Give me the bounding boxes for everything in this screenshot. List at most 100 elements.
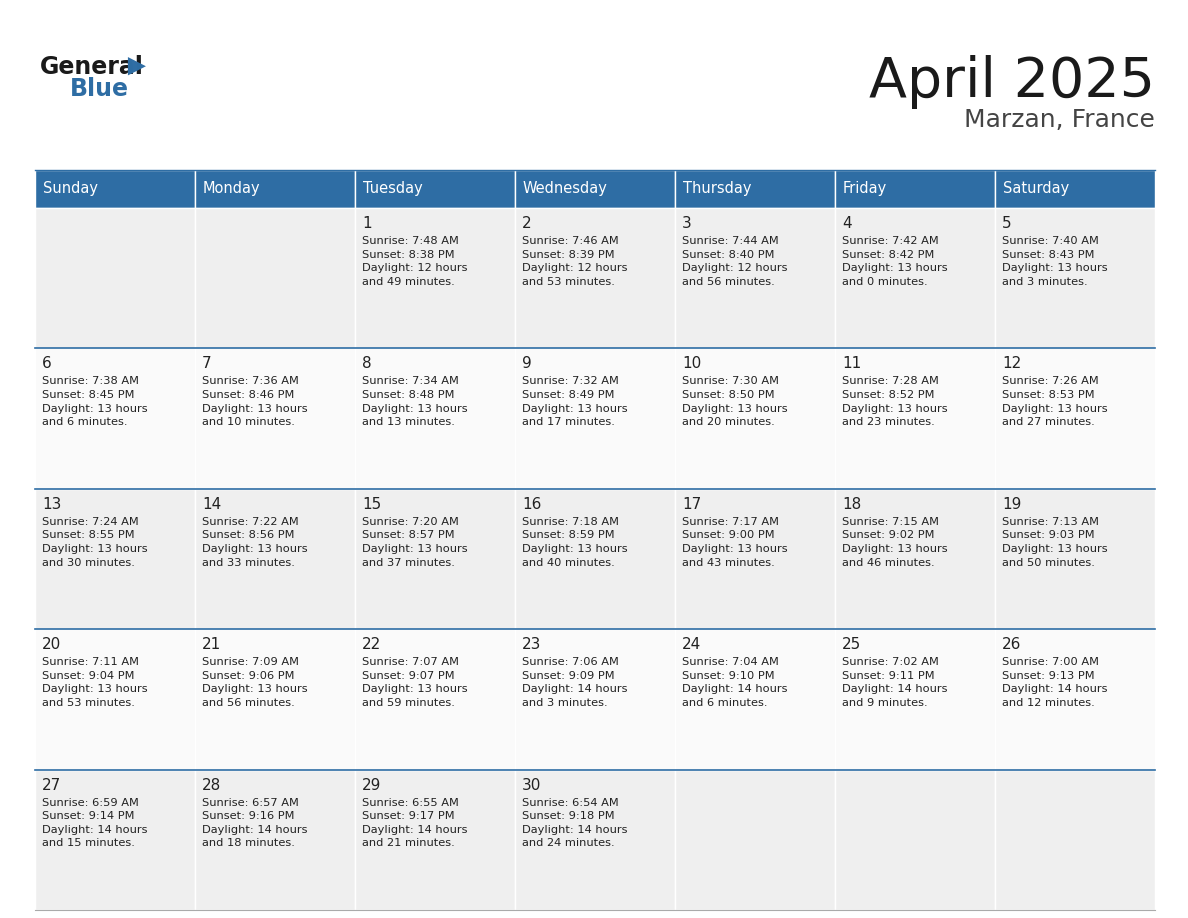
Text: 17: 17 [682,497,701,512]
Bar [996,629,1155,769]
Text: Sunrise: 7:42 AM
Sunset: 8:42 PM
Daylight: 13 hours
and 0 minutes.: Sunrise: 7:42 AM Sunset: 8:42 PM Dayligh… [842,236,948,286]
Text: Sunrise: 7:34 AM
Sunset: 8:48 PM
Daylight: 13 hours
and 13 minutes.: Sunrise: 7:34 AM Sunset: 8:48 PM Dayligh… [362,376,468,427]
Text: Sunrise: 7:18 AM
Sunset: 8:59 PM
Daylight: 13 hours
and 40 minutes.: Sunrise: 7:18 AM Sunset: 8:59 PM Dayligh… [522,517,627,567]
Text: Sunrise: 6:57 AM
Sunset: 9:16 PM
Daylight: 14 hours
and 18 minutes.: Sunrise: 6:57 AM Sunset: 9:16 PM Dayligh… [202,798,308,848]
Bar [355,170,516,208]
Text: Sunrise: 7:17 AM
Sunset: 9:00 PM
Daylight: 13 hours
and 43 minutes.: Sunrise: 7:17 AM Sunset: 9:00 PM Dayligh… [682,517,788,567]
Bar [996,349,1155,488]
Bar [675,629,835,769]
Text: 27: 27 [42,778,62,792]
Bar [34,769,195,910]
Text: 5: 5 [1001,216,1012,231]
Text: Sunrise: 7:46 AM
Sunset: 8:39 PM
Daylight: 12 hours
and 53 minutes.: Sunrise: 7:46 AM Sunset: 8:39 PM Dayligh… [522,236,627,286]
Text: Blue: Blue [70,77,129,101]
Bar [675,349,835,488]
Text: Sunrise: 7:32 AM
Sunset: 8:49 PM
Daylight: 13 hours
and 17 minutes.: Sunrise: 7:32 AM Sunset: 8:49 PM Dayligh… [522,376,627,427]
Bar [675,208,835,349]
Text: Sunrise: 6:55 AM
Sunset: 9:17 PM
Daylight: 14 hours
and 21 minutes.: Sunrise: 6:55 AM Sunset: 9:17 PM Dayligh… [362,798,468,848]
Text: 30: 30 [522,778,542,792]
Text: 22: 22 [362,637,381,652]
Bar [195,349,355,488]
Text: Saturday: Saturday [1003,182,1069,196]
Text: Sunrise: 7:30 AM
Sunset: 8:50 PM
Daylight: 13 hours
and 20 minutes.: Sunrise: 7:30 AM Sunset: 8:50 PM Dayligh… [682,376,788,427]
Text: Sunrise: 7:44 AM
Sunset: 8:40 PM
Daylight: 12 hours
and 56 minutes.: Sunrise: 7:44 AM Sunset: 8:40 PM Dayligh… [682,236,788,286]
Bar [195,170,355,208]
Bar [355,208,516,349]
Text: 6: 6 [42,356,52,372]
Bar [675,170,835,208]
Text: Sunrise: 7:11 AM
Sunset: 9:04 PM
Daylight: 13 hours
and 53 minutes.: Sunrise: 7:11 AM Sunset: 9:04 PM Dayligh… [42,657,147,708]
Text: 15: 15 [362,497,381,512]
Text: Sunrise: 7:26 AM
Sunset: 8:53 PM
Daylight: 13 hours
and 27 minutes.: Sunrise: 7:26 AM Sunset: 8:53 PM Dayligh… [1001,376,1107,427]
Text: Sunrise: 7:40 AM
Sunset: 8:43 PM
Daylight: 13 hours
and 3 minutes.: Sunrise: 7:40 AM Sunset: 8:43 PM Dayligh… [1001,236,1107,286]
Bar [835,170,996,208]
Text: 3: 3 [682,216,691,231]
Text: 12: 12 [1001,356,1022,372]
Text: 21: 21 [202,637,221,652]
Text: Monday: Monday [203,182,260,196]
Text: Sunrise: 6:54 AM
Sunset: 9:18 PM
Daylight: 14 hours
and 24 minutes.: Sunrise: 6:54 AM Sunset: 9:18 PM Dayligh… [522,798,627,848]
Bar [996,488,1155,629]
Text: 19: 19 [1001,497,1022,512]
Text: 23: 23 [522,637,542,652]
Bar [835,769,996,910]
Bar [34,208,195,349]
Bar [835,349,996,488]
Bar [835,488,996,629]
Text: Tuesday: Tuesday [364,182,423,196]
Text: 10: 10 [682,356,701,372]
Text: 1: 1 [362,216,372,231]
Bar [34,488,195,629]
Text: Marzan, France: Marzan, France [965,108,1155,132]
Text: 26: 26 [1001,637,1022,652]
Text: Friday: Friday [843,182,887,196]
Text: 28: 28 [202,778,221,792]
Bar [835,208,996,349]
Bar [34,349,195,488]
Text: 29: 29 [362,778,381,792]
Text: 11: 11 [842,356,861,372]
Text: Sunrise: 7:22 AM
Sunset: 8:56 PM
Daylight: 13 hours
and 33 minutes.: Sunrise: 7:22 AM Sunset: 8:56 PM Dayligh… [202,517,308,567]
Text: 18: 18 [842,497,861,512]
Text: Sunrise: 7:09 AM
Sunset: 9:06 PM
Daylight: 13 hours
and 56 minutes.: Sunrise: 7:09 AM Sunset: 9:06 PM Dayligh… [202,657,308,708]
Text: Sunrise: 7:48 AM
Sunset: 8:38 PM
Daylight: 12 hours
and 49 minutes.: Sunrise: 7:48 AM Sunset: 8:38 PM Dayligh… [362,236,468,286]
Text: Sunrise: 7:20 AM
Sunset: 8:57 PM
Daylight: 13 hours
and 37 minutes.: Sunrise: 7:20 AM Sunset: 8:57 PM Dayligh… [362,517,468,567]
Text: Sunrise: 7:38 AM
Sunset: 8:45 PM
Daylight: 13 hours
and 6 minutes.: Sunrise: 7:38 AM Sunset: 8:45 PM Dayligh… [42,376,147,427]
Text: General: General [40,55,144,79]
Text: Sunrise: 7:36 AM
Sunset: 8:46 PM
Daylight: 13 hours
and 10 minutes.: Sunrise: 7:36 AM Sunset: 8:46 PM Dayligh… [202,376,308,427]
Text: 16: 16 [522,497,542,512]
Bar [355,629,516,769]
Bar [675,769,835,910]
Text: Sunrise: 7:15 AM
Sunset: 9:02 PM
Daylight: 13 hours
and 46 minutes.: Sunrise: 7:15 AM Sunset: 9:02 PM Dayligh… [842,517,948,567]
Text: 13: 13 [42,497,62,512]
Text: Thursday: Thursday [683,182,752,196]
Bar [34,170,195,208]
Bar [195,629,355,769]
Text: Sunrise: 7:00 AM
Sunset: 9:13 PM
Daylight: 14 hours
and 12 minutes.: Sunrise: 7:00 AM Sunset: 9:13 PM Dayligh… [1001,657,1107,708]
Bar [996,208,1155,349]
Text: Sunrise: 7:04 AM
Sunset: 9:10 PM
Daylight: 14 hours
and 6 minutes.: Sunrise: 7:04 AM Sunset: 9:10 PM Dayligh… [682,657,788,708]
Text: Wednesday: Wednesday [523,182,608,196]
Bar [355,349,516,488]
Bar [355,769,516,910]
Bar [195,208,355,349]
Text: Sunrise: 7:02 AM
Sunset: 9:11 PM
Daylight: 14 hours
and 9 minutes.: Sunrise: 7:02 AM Sunset: 9:11 PM Dayligh… [842,657,948,708]
Bar [195,488,355,629]
Text: 14: 14 [202,497,221,512]
Bar [355,488,516,629]
Bar [195,769,355,910]
Bar [996,170,1155,208]
Text: 9: 9 [522,356,532,372]
Bar [34,629,195,769]
Text: Sunrise: 7:13 AM
Sunset: 9:03 PM
Daylight: 13 hours
and 50 minutes.: Sunrise: 7:13 AM Sunset: 9:03 PM Dayligh… [1001,517,1107,567]
Text: 24: 24 [682,637,701,652]
Text: Sunrise: 7:07 AM
Sunset: 9:07 PM
Daylight: 13 hours
and 59 minutes.: Sunrise: 7:07 AM Sunset: 9:07 PM Dayligh… [362,657,468,708]
Bar [516,769,675,910]
Text: April 2025: April 2025 [868,55,1155,109]
Bar [516,349,675,488]
Text: Sunrise: 6:59 AM
Sunset: 9:14 PM
Daylight: 14 hours
and 15 minutes.: Sunrise: 6:59 AM Sunset: 9:14 PM Dayligh… [42,798,147,848]
Text: 25: 25 [842,637,861,652]
Text: Sunrise: 7:28 AM
Sunset: 8:52 PM
Daylight: 13 hours
and 23 minutes.: Sunrise: 7:28 AM Sunset: 8:52 PM Dayligh… [842,376,948,427]
Bar [835,629,996,769]
Bar [516,629,675,769]
